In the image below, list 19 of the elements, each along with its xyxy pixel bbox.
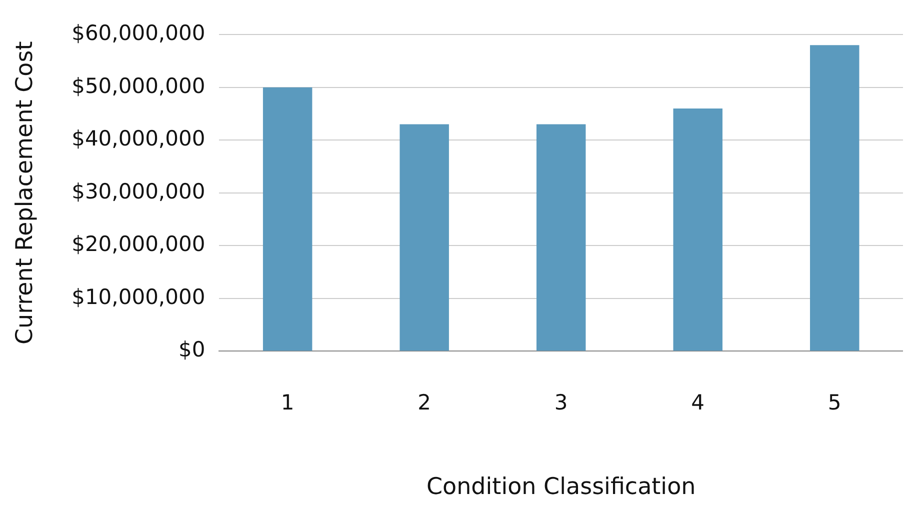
y-tick-label: $40,000,000 [72,126,206,151]
x-tick-label: 1 [280,390,294,414]
x-tick-label: 2 [418,390,432,414]
y-tick-label: $30,000,000 [72,179,206,204]
x-tick-label: 5 [828,390,842,414]
y-axis-title: Current Replacement Cost [12,41,38,345]
x-tick-label: 4 [691,390,705,414]
bar [673,108,722,351]
y-tick-label: $0 [178,338,206,362]
bar [536,124,586,351]
y-tick-label: $20,000,000 [72,232,206,256]
x-axis-title: Condition Classification [426,474,696,500]
bar [262,87,312,351]
bar [810,45,860,351]
bar [400,124,449,351]
y-tick-label: $50,000,000 [72,74,206,98]
x-tick-label: 3 [554,390,568,414]
y-tick-label: $10,000,000 [72,284,206,309]
y-tick-label: $60,000,000 [72,21,206,46]
